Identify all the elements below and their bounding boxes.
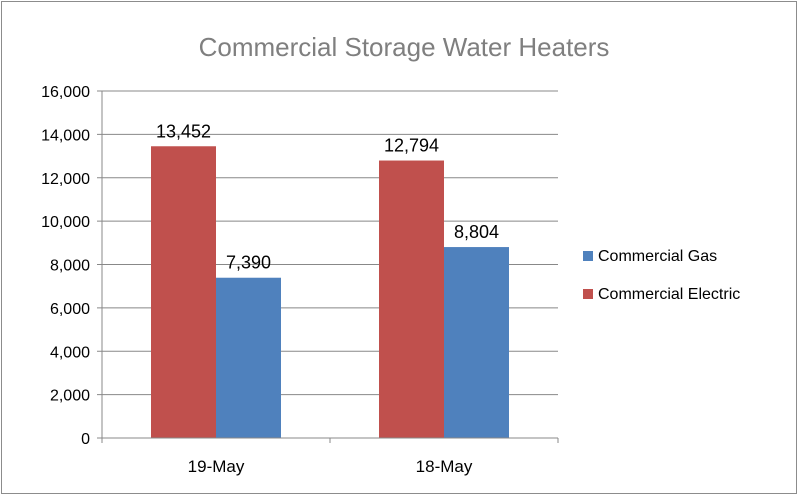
x-tick-label: 18-May — [416, 457, 473, 476]
y-tick-label: 10,000 — [41, 214, 90, 231]
legend-label: Commercial Gas — [598, 248, 717, 265]
legend-label: Commercial Electric — [598, 286, 740, 303]
bar — [216, 277, 281, 438]
data-label: 8,804 — [454, 222, 499, 242]
legend: Commercial Gas Commercial Electric — [583, 248, 740, 303]
y-tick-label: 6,000 — [50, 301, 90, 318]
y-tick-label: 14,000 — [41, 127, 90, 144]
bar — [379, 160, 444, 438]
data-label: 7,390 — [226, 253, 271, 273]
legend-swatch — [583, 289, 593, 299]
legend-swatch — [583, 251, 593, 261]
x-tick-label: 19-May — [188, 457, 245, 476]
data-label: 13,452 — [156, 121, 211, 141]
axes — [97, 90, 559, 443]
y-tick-label: 12,000 — [41, 171, 90, 188]
y-tick-label: 4,000 — [50, 344, 90, 361]
y-tick-label: 16,000 — [41, 84, 90, 101]
y-tick-label: 0 — [81, 431, 90, 448]
y-tick-label: 2,000 — [50, 388, 90, 405]
bar — [151, 146, 216, 438]
bar — [444, 247, 509, 438]
data-label: 12,794 — [384, 136, 439, 156]
labels: 0 2,000 4,000 6,000 8,000 10,000 12,000 14,000 1… — [41, 84, 499, 476]
y-tick-label: 8,000 — [50, 258, 90, 275]
bars — [151, 146, 509, 438]
chart-title: Commercial Storage Water Heaters — [199, 32, 610, 62]
